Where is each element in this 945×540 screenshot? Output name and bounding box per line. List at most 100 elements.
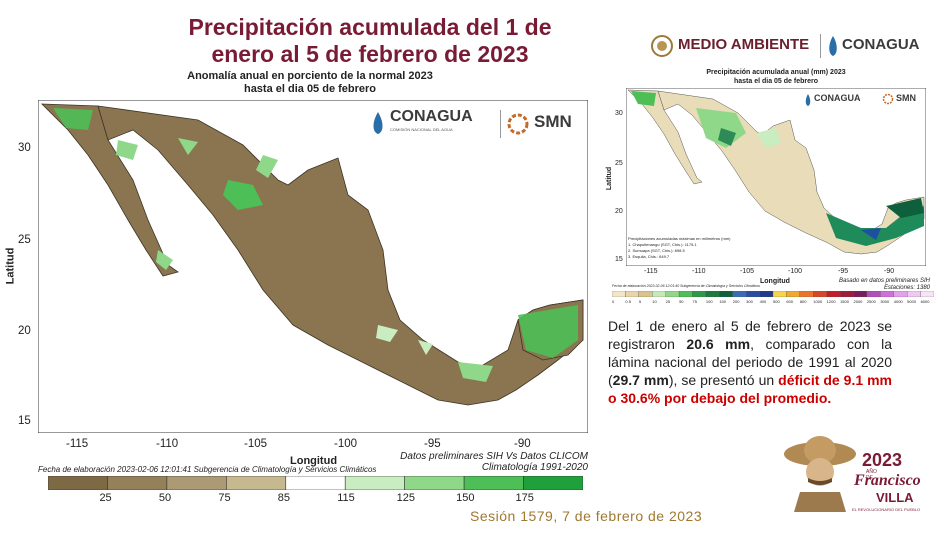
sm-legend-swatch	[826, 291, 841, 297]
sm-legend-label: 150	[719, 299, 727, 304]
sm-footnote: Fecha de elaboración 2023-02-06 12:01:40…	[612, 284, 761, 288]
small-map-title: Precipitación acumulada anual (mm) 2023 …	[686, 68, 866, 86]
legend-label: 150	[456, 492, 475, 504]
sm-credits-line1: Basado en datos preliminares SIH	[838, 278, 930, 284]
sm-x-tick-100: -100	[788, 268, 803, 275]
main-map-y-label: Latitud	[4, 247, 17, 285]
sm-legend-swatch	[786, 291, 800, 297]
sm-x-tick-115: -115	[644, 268, 658, 275]
legend-swatch	[47, 475, 108, 491]
y-tick-30: 30	[18, 142, 31, 154]
sm-legend-label: 200	[732, 299, 740, 304]
main-map-title-line1: Anomalía anual en porciento de la normal…	[187, 70, 433, 82]
sm-legend-label: 1200	[826, 299, 836, 304]
main-map-credits-line1: Datos preliminares SIH Vs Datos CLICOM	[400, 451, 588, 462]
sm-legend-label: 6000	[920, 299, 930, 304]
sm-legend-swatch	[652, 291, 666, 297]
smn-logo-icon	[507, 113, 529, 135]
inset-item-1: 1. Chapultenango (SGT, Chis.): 1175.1	[628, 242, 697, 247]
small-smn-icon	[882, 93, 894, 105]
positive-anomaly-patches	[53, 108, 578, 382]
y-tick-25: 25	[18, 234, 31, 246]
main-map-credits: Datos preliminares SIH Vs Datos CLICOM C…	[360, 451, 588, 473]
sm-legend-swatch	[719, 291, 733, 297]
sm-x-tick-95: -95	[838, 268, 849, 275]
logo-divider	[820, 34, 821, 58]
sm-legend-label: 0.5	[625, 299, 631, 304]
footer-anchor	[330, 520, 331, 521]
francisco-villa-logo: 2023 AÑO DE Francisco VILLA EL REVOLUCIO…	[780, 432, 921, 517]
small-map-title-line1: Precipitación acumulada anual (mm) 2023	[706, 69, 846, 76]
sm-legend-label: 50	[679, 299, 684, 304]
main-map-conagua-logo: CONAGUA	[390, 108, 473, 125]
sm-legend-swatch	[799, 291, 814, 297]
sm-credits-line2: Estaciones: 1380	[883, 285, 930, 291]
villa-sub: AÑO DE	[866, 469, 877, 481]
legend-swatch	[166, 475, 227, 491]
legend-swatch	[463, 475, 524, 491]
main-map-title-line2: hasta el dia 05 de febrero	[243, 83, 377, 95]
sm-x-tick-110: -110	[692, 268, 706, 275]
sm-legend-label: 400	[759, 299, 767, 304]
sm-legend-swatch	[893, 291, 908, 297]
sm-legend-label: 2000	[853, 299, 863, 304]
small-map-conagua-logo: CONAGUA	[814, 93, 861, 103]
slide-title-line2: enero al 5 de febrero de 2023	[211, 41, 529, 67]
sm-legend-label: 10	[652, 299, 657, 304]
small-map-smn-logo: SMN	[896, 93, 916, 103]
conagua-header-logo: CONAGUA	[842, 36, 920, 53]
sm-legend-label: 4000	[893, 299, 903, 304]
sm-y-label: Latitud	[606, 166, 614, 191]
sm-legend-label: 800	[799, 299, 807, 304]
sm-legend-swatch	[772, 291, 787, 297]
villa-name1: Francisco	[854, 472, 921, 489]
legend-label: 75	[218, 492, 231, 504]
x-tick-95: -95	[424, 438, 441, 450]
main-legend-colorbar	[47, 475, 584, 491]
sm-legend-swatch	[853, 291, 868, 297]
villa-portrait-icon	[784, 436, 856, 512]
header-logos: MEDIO AMBIENTE CONAGUA	[650, 34, 920, 67]
sm-legend-label: 0	[612, 299, 615, 304]
x-tick-100: -100	[334, 438, 358, 450]
conagua-logo-icon	[373, 112, 383, 134]
sm-y-tick-25: 25	[615, 160, 623, 167]
precipitation-map: Precipitación acumulada anual (mm) 2023 …	[625, 69, 927, 271]
sm-legend-swatch	[746, 291, 760, 297]
summary-value-observed: 20.6 mm	[686, 336, 751, 352]
sm-y-tick-30: 30	[615, 110, 623, 117]
summary-deficit: déficit de 9.1 mm o 30.6% por debajo del…	[608, 372, 893, 406]
sm-legend-colorbar	[612, 291, 934, 297]
main-map-footnote: Fecha de elaboración 2023-02-06 12:01:41…	[38, 465, 377, 474]
legend-label: 175	[515, 492, 534, 504]
session-footer: Sesión 1579, 7 de febrero de 2023	[470, 508, 703, 524]
legend-label: 125	[396, 492, 416, 504]
main-map-canvas	[37, 99, 589, 434]
sm-legend-label: 300	[746, 299, 753, 304]
sm-legend-swatch	[612, 291, 626, 297]
main-map-title: Anomalía anual en porciento de la normal…	[150, 70, 470, 96]
sm-legend-label: 5000	[907, 299, 917, 304]
sm-x-tick-105: -105	[740, 268, 755, 275]
sm-legend-swatch	[880, 291, 894, 297]
x-tick-115: -115	[66, 438, 89, 450]
legend-swatch	[344, 475, 405, 491]
villa-year: 2023	[862, 450, 903, 470]
main-map-logos: CONAGUA COMISIÓN NACIONAL DEL AGUA SMN	[366, 106, 581, 142]
sm-legend-label: 2500	[866, 299, 876, 304]
legend-label: 85	[277, 492, 291, 504]
sm-legend-label: 75	[692, 299, 697, 304]
sm-legend-swatch	[625, 291, 639, 297]
logos-divider	[500, 110, 501, 138]
villa-name2: VILLA	[876, 490, 914, 505]
conagua-drop-icon	[829, 36, 837, 56]
legend-swatch	[404, 475, 465, 491]
y-tick-15: 15	[18, 415, 31, 427]
sm-legend-swatch	[665, 291, 680, 297]
legend-swatch	[107, 475, 168, 491]
summary-text: Del 1 de enero al 5 de febrero de 2023 s…	[608, 317, 892, 407]
legend-label: 25	[99, 492, 112, 504]
slide-title-line1: Precipitación acumulada del 1 de	[188, 14, 552, 40]
sm-legend-swatch	[692, 291, 707, 297]
medio-ambiente-logo: MEDIO AMBIENTE	[678, 36, 810, 53]
